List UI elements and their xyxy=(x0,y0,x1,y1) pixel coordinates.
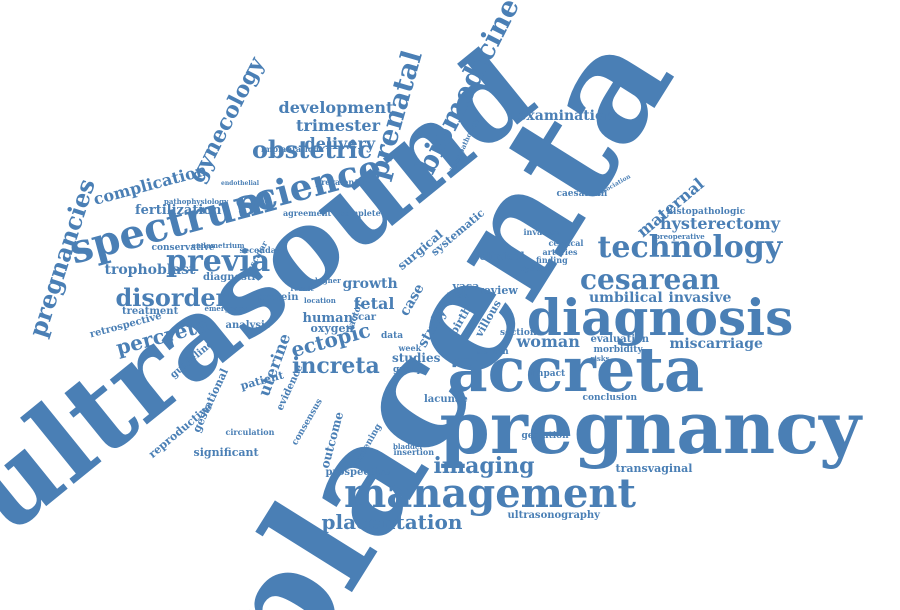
word-diagnostic: diagnostic xyxy=(203,272,262,283)
word-morbidity: morbidity xyxy=(593,344,643,355)
word-evaluation: evaluation xyxy=(590,334,650,345)
word-human: human xyxy=(302,310,354,326)
word-prospective: prospective xyxy=(325,467,391,478)
word-system: system xyxy=(520,263,552,273)
word-disorder: disorder xyxy=(115,283,229,312)
word-scar: scar xyxy=(352,312,376,323)
word-transvaginal: transvaginal xyxy=(615,461,693,475)
word-technology: technology xyxy=(597,230,783,265)
word-endothelial: endothelial xyxy=(221,180,260,187)
word-delivery: delivery xyxy=(304,134,376,153)
word-lacunae: lacunae xyxy=(424,394,468,405)
word-arteries: arteries xyxy=(542,247,578,257)
word-higher: higher xyxy=(315,275,341,285)
word-serum: serum xyxy=(477,346,509,357)
word-protein: protein xyxy=(257,292,299,303)
word-clinical: clinical xyxy=(479,249,525,263)
word-review: review xyxy=(478,283,518,297)
word-growth: growth xyxy=(342,276,398,292)
word-miscarriage: miscarriage xyxy=(669,336,763,352)
word-group: group xyxy=(393,364,423,375)
word-previa: previa xyxy=(166,244,271,279)
word-cervical: cervical xyxy=(548,238,584,248)
word-diagnosis: diagnosis xyxy=(527,288,794,347)
word-vasa: vasa xyxy=(452,279,480,293)
word-prevalence: prevalence xyxy=(315,177,365,187)
word-cesarean: cesarean xyxy=(580,263,720,296)
word-result: result xyxy=(290,283,314,293)
word-invasion: invasion xyxy=(523,227,561,237)
word-pathophysiology: pathophysiology xyxy=(164,196,229,206)
word-risks: risks xyxy=(590,353,610,363)
word-histopathologic: histopathologic xyxy=(666,206,746,217)
word-implantation: implantation xyxy=(261,144,319,154)
word-agreement: agreement xyxy=(283,208,332,218)
word-fertilization: fertilization xyxy=(135,202,222,218)
word-impact: impact xyxy=(530,368,566,379)
word-data: data xyxy=(381,330,404,341)
word-trophoblast: trophoblast xyxy=(104,262,196,278)
word-week: week xyxy=(398,343,422,353)
word-bladder: bladder xyxy=(393,441,424,451)
word-gestation: gestation xyxy=(521,430,569,441)
word-ultrasonography: ultrasonography xyxy=(507,510,601,521)
word-circulation: circulation xyxy=(225,427,275,437)
word-complete: complete xyxy=(339,208,381,218)
word-caesarean: caesarean xyxy=(556,188,608,199)
word-hysterectomy: hysterectomy xyxy=(660,214,781,233)
word-increta: increta xyxy=(292,353,380,379)
word-invasive: invasive xyxy=(668,290,732,306)
word-trimester: trimester xyxy=(296,116,381,135)
word-management: management xyxy=(344,470,636,517)
word-analysis: analysis xyxy=(225,320,271,331)
word-section: section xyxy=(500,327,537,338)
word-development: development xyxy=(278,98,394,117)
word-insertion: insertion xyxy=(393,447,435,457)
word-significant: significant xyxy=(193,445,259,459)
word-accreta: accreta xyxy=(447,333,705,406)
word-placentation: placentation xyxy=(321,510,463,534)
word-treatment: treatment xyxy=(122,306,179,317)
word-oxygen: oxygen xyxy=(310,321,354,335)
word-finding: finding xyxy=(536,255,568,265)
word-emergency: emergency xyxy=(204,303,248,313)
word-secondary: secondary xyxy=(239,245,285,255)
word-conclusion: conclusion xyxy=(582,392,638,403)
word-fetal: fetal xyxy=(353,294,395,313)
word-preoperative: preoperative xyxy=(655,231,705,241)
word-woman: woman xyxy=(516,332,580,351)
word-studies: studies xyxy=(392,351,441,365)
word-endometrium: endometrium xyxy=(191,240,245,250)
word-obstetric: obstetric xyxy=(252,135,373,164)
word-conservative: conservative xyxy=(151,242,215,253)
word-umbilical: umbilical xyxy=(589,290,663,306)
word-examination: examination xyxy=(517,108,615,124)
word-risk: risk xyxy=(447,290,469,301)
word-imaging: imaging xyxy=(433,453,535,479)
word-location: location xyxy=(304,295,336,305)
word-pregnancy: pregnancy xyxy=(439,385,861,470)
